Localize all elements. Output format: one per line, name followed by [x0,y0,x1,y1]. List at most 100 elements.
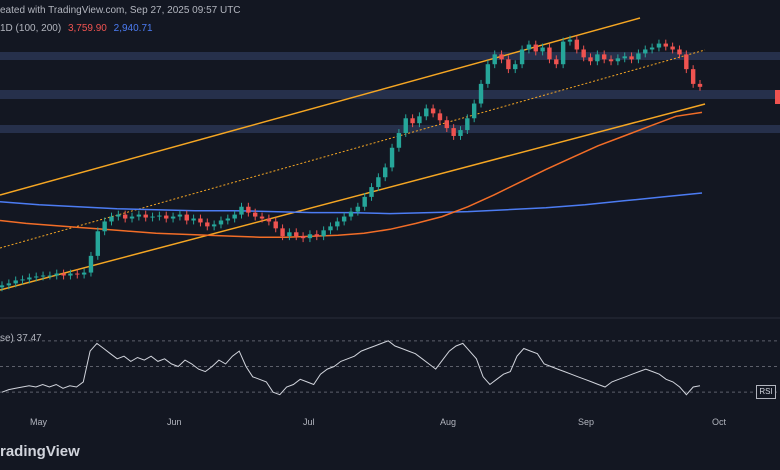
candle-body [218,220,224,225]
rsi-tag[interactable]: RSI [756,385,776,399]
candle-body [547,47,552,60]
month-label-oct: Oct [712,417,727,427]
candle-body [656,43,662,48]
candle-body [458,130,463,136]
candle-body [122,214,128,219]
candle-body [540,47,545,52]
candle-body [273,221,278,229]
candle-body [259,216,265,219]
candle-body [506,59,511,70]
resistance-zone-3 [0,125,780,133]
candle-body [287,232,292,237]
ma-label: 1D (100, 200) [0,23,62,34]
channel-upper-line [0,17,641,196]
candle-body [533,44,538,52]
candle-body [6,283,12,286]
candle-body [465,118,470,131]
candle-body [471,103,477,119]
candle-body [355,206,361,212]
month-label-jun: Jun [167,417,182,427]
ma100-value: 3,759.90 [67,23,107,34]
candle-body [574,39,580,50]
candle-body [499,54,504,60]
candle-body [0,285,5,288]
candle-body [396,133,402,148]
candle-body [601,54,607,60]
candle-body [526,44,532,50]
candle-body [663,43,668,47]
last-price-tag [775,90,780,104]
candle-body [335,221,340,227]
candle-body [280,228,285,237]
candle-body [102,221,107,232]
candle-body [300,236,306,239]
month-label-aug: Aug [440,417,457,427]
rsi-label: se) 37.47 [0,333,42,344]
candle-body [608,59,614,62]
candle-body [478,83,484,104]
candle-body [88,255,94,273]
candle-body [629,56,634,60]
ma100-line [0,111,703,238]
candle-body [430,108,436,114]
candle-body [677,49,682,55]
candle-body [68,273,73,276]
candle-body [20,279,25,281]
candle-body [34,276,39,278]
candle-body [348,211,354,217]
candle-body [417,116,422,124]
candle-body [47,275,53,277]
candle-body [157,215,162,217]
candle-body [410,118,415,124]
candle-body [684,54,689,70]
candle-body [184,214,189,221]
channel-mid-line [0,49,706,249]
candle-body [27,277,32,280]
candle-body [670,46,675,50]
candle-body [40,275,46,277]
candle-body [321,230,326,237]
candle-body [595,54,600,62]
candle-body [307,234,313,239]
month-label-may: May [30,417,48,427]
candle-body [61,273,66,276]
candle-body [164,215,169,219]
candle-body [136,214,142,217]
candle-body [198,218,203,223]
candle-body [109,216,114,222]
candle-body [369,187,374,197]
candle-body [560,41,566,65]
candle-body [95,231,101,256]
candle-body [225,218,231,221]
attribution-text: eated with TradingView.com, Sep 27, 2025… [0,5,241,16]
candle-body [451,128,456,136]
candle-body [519,49,525,65]
candle-body [294,232,299,237]
candle-body [341,216,347,222]
candle-body [266,218,272,222]
candle-body [150,216,155,218]
candle-body [643,49,648,54]
candle-body [697,83,703,87]
candle-body [690,69,696,84]
candle-body [622,56,627,59]
candle-body [170,216,176,219]
candle-body [615,58,621,62]
candle-body [252,212,258,217]
candle-body [424,108,429,117]
ma-legend: 1D (100, 200) 3,759.90 2,940.71 [0,23,157,34]
candle-body [232,214,237,219]
candle-body [513,64,518,70]
candle-body [246,206,251,213]
candle-body [383,167,388,178]
candle-body [143,214,148,218]
candle-body [485,64,491,84]
candle-body [588,57,593,62]
candle-body [437,113,443,121]
candle-body [362,196,367,207]
resistance-zone-2 [0,90,780,99]
candle-body [376,177,381,188]
channel-lower-line [0,103,706,291]
resistance-zone-1 [0,52,780,60]
